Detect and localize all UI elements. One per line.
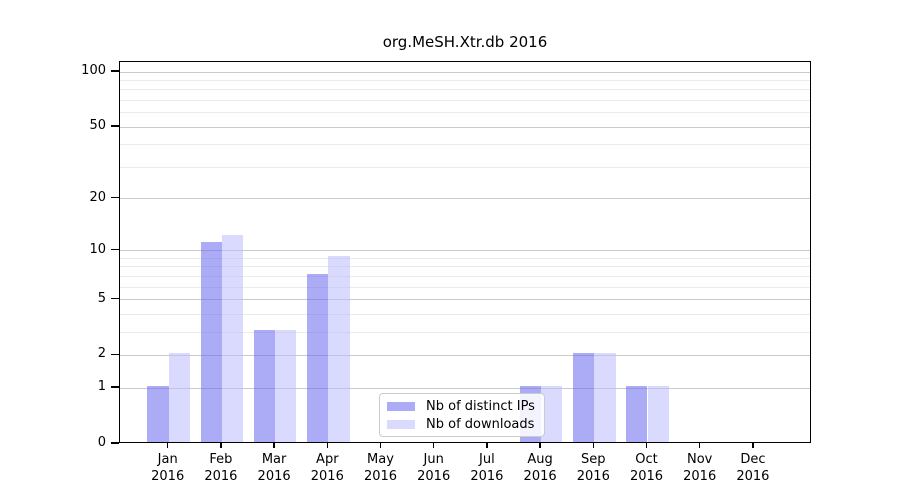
x-tick-label: Aug 2016 bbox=[523, 452, 557, 484]
minor-gridline bbox=[120, 89, 810, 91]
y-tick-label: 50 bbox=[89, 118, 106, 134]
bar-distinct-ips bbox=[626, 386, 648, 442]
major-gridline bbox=[120, 299, 810, 301]
legend-entry-distinct-ips: Nb of distinct IPs bbox=[387, 399, 536, 414]
x-tick-label: Nov 2016 bbox=[683, 452, 717, 484]
minor-gridline bbox=[120, 275, 810, 277]
bar-downloads bbox=[328, 256, 350, 442]
x-tick bbox=[592, 442, 594, 448]
x-tick-label: Jul 2016 bbox=[470, 452, 504, 484]
y-tick bbox=[111, 196, 119, 199]
x-tick-label: Oct 2016 bbox=[629, 452, 664, 484]
bar-downloads bbox=[275, 330, 297, 442]
bar-distinct-ips bbox=[200, 241, 222, 442]
bar-distinct-ips bbox=[306, 274, 329, 442]
bar-distinct-ips bbox=[253, 330, 276, 442]
y-tick bbox=[111, 442, 119, 444]
bar-downloads bbox=[541, 386, 563, 442]
major-gridline bbox=[120, 387, 810, 389]
y-tick bbox=[111, 386, 119, 388]
bar-distinct-ips bbox=[572, 353, 595, 442]
y-tick-label: 5 bbox=[97, 290, 106, 306]
minor-gridline bbox=[120, 99, 810, 101]
legend: Nb of distinct IPs Nb of downloads bbox=[379, 393, 545, 437]
legend-label-downloads: Nb of downloads bbox=[426, 416, 535, 432]
x-tick bbox=[433, 442, 435, 448]
x-tick bbox=[273, 442, 275, 448]
minor-gridline bbox=[120, 331, 810, 333]
major-gridline bbox=[120, 198, 810, 200]
major-gridline bbox=[120, 354, 810, 356]
y-tick-label: 1 bbox=[97, 379, 106, 395]
x-tick bbox=[379, 442, 382, 448]
legend-swatch-downloads-icon bbox=[387, 419, 415, 429]
bar-downloads bbox=[221, 235, 244, 442]
legend-entry-downloads: Nb of downloads bbox=[387, 417, 536, 432]
y-tick-label: 2 bbox=[97, 346, 106, 362]
x-tick-label: Jan 2016 bbox=[151, 452, 185, 484]
minor-gridline bbox=[120, 286, 810, 288]
x-tick-label: May 2016 bbox=[363, 452, 398, 484]
y-tick bbox=[111, 353, 119, 356]
major-gridline bbox=[120, 250, 810, 252]
bar-distinct-ips bbox=[147, 386, 169, 442]
x-tick bbox=[699, 442, 701, 448]
x-tick-label: Feb 2016 bbox=[204, 452, 238, 484]
minor-gridline bbox=[120, 166, 810, 168]
x-tick bbox=[167, 442, 169, 448]
minor-gridline bbox=[120, 313, 810, 315]
minor-gridline bbox=[120, 79, 810, 81]
plot-area bbox=[119, 61, 811, 443]
y-tick-label: 10 bbox=[89, 241, 106, 257]
bar-downloads bbox=[647, 386, 669, 442]
x-tick bbox=[752, 442, 754, 448]
legend-label-distinct-ips: Nb of distinct IPs bbox=[426, 398, 535, 414]
y-tick bbox=[111, 70, 119, 72]
y-tick bbox=[111, 125, 119, 127]
y-tick bbox=[111, 249, 119, 251]
major-gridline bbox=[120, 71, 810, 73]
chart-title: org.MeSH.Xtr.db 2016 bbox=[382, 33, 548, 51]
x-tick bbox=[486, 442, 488, 448]
y-tick-label: 0 bbox=[97, 435, 106, 450]
x-tick bbox=[539, 442, 541, 448]
x-tick-label: Jun 2016 bbox=[417, 452, 451, 484]
y-tick-label: 100 bbox=[81, 63, 106, 78]
minor-gridline bbox=[120, 257, 810, 259]
x-tick-label: Dec 2016 bbox=[736, 452, 770, 484]
x-tick bbox=[645, 442, 648, 448]
x-tick-label: Apr 2016 bbox=[310, 452, 344, 484]
bar-downloads bbox=[594, 353, 616, 442]
legend-swatch-distinct-ips-icon bbox=[387, 401, 415, 411]
x-tick bbox=[326, 442, 328, 448]
y-tick-label: 20 bbox=[89, 189, 106, 205]
minor-gridline bbox=[120, 112, 810, 114]
x-tick-label: Sep 2016 bbox=[576, 452, 610, 484]
major-gridline bbox=[120, 126, 810, 128]
x-tick bbox=[220, 442, 222, 448]
minor-gridline bbox=[120, 266, 810, 268]
minor-gridline bbox=[120, 144, 810, 146]
x-tick-label: Mar 2016 bbox=[257, 452, 291, 484]
bar-downloads bbox=[168, 353, 191, 442]
y-tick bbox=[111, 297, 119, 300]
